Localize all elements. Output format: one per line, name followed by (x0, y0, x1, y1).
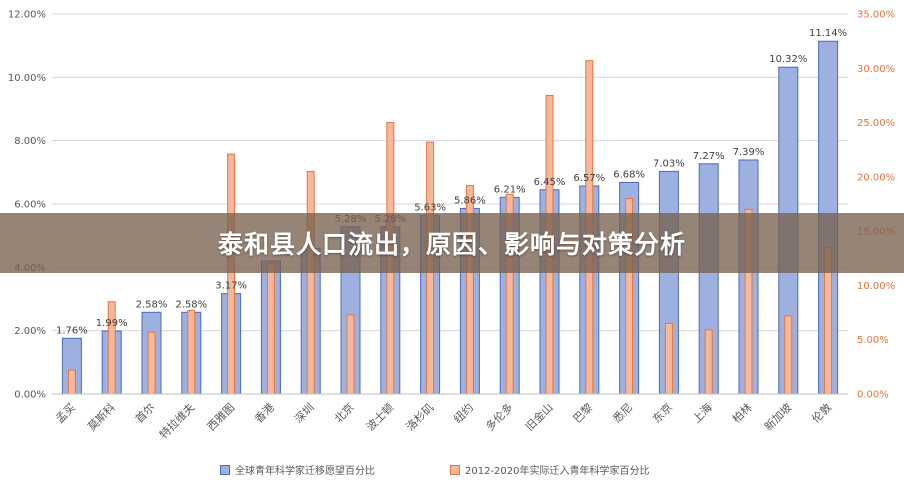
title-banner: 泰和县人口流出，原因、影响与对策分析 (0, 213, 904, 273)
bar-actual (107, 301, 116, 395)
category-label: 悉尼 (610, 401, 635, 426)
data-label: 6.57% (573, 173, 605, 184)
category-label: 香港 (252, 401, 277, 426)
category-label: 莫斯科 (85, 400, 118, 433)
y-left-tick-label: 12.00% (8, 10, 46, 21)
legend-item-desire: 全球青年科学家迁移愿望百分比 (220, 462, 375, 477)
category-label: 巴黎 (570, 400, 595, 425)
category-label: 旧金山 (522, 400, 555, 433)
legend-label-actual: 2012-2020年实际迁入青年科学家百分比 (465, 466, 650, 477)
y-left-tick-label: 8.00% (14, 136, 46, 147)
legend-item-actual: 2012-2020年实际迁入青年科学家百分比 (450, 462, 650, 477)
category-label: 西雅图 (204, 400, 237, 433)
data-label: 5.86% (454, 195, 486, 206)
banner-title: 泰和县人口流出，原因、影响与对策分析 (217, 230, 686, 259)
category-label: 新加坡 (761, 400, 794, 433)
data-label: 7.27% (693, 151, 725, 162)
y-right-tick-label: 10.00% (857, 281, 895, 292)
bar-actual (664, 322, 673, 395)
bar-actual (704, 329, 713, 395)
y-left-tick-label: 6.00% (14, 200, 46, 211)
legend-swatch-blue (220, 464, 230, 475)
data-label: 6.21% (494, 184, 526, 195)
category-label: 首尔 (132, 400, 157, 425)
y-right-tick-label: 5.00% (857, 335, 889, 346)
legend-swatch-orange (450, 464, 460, 475)
category-label: 特拉维夫 (156, 400, 197, 441)
category-label: 波士顿 (363, 400, 396, 433)
category-label: 纽约 (451, 400, 476, 425)
category-label: 柏林 (729, 400, 754, 425)
category-label: 多伦多 (483, 400, 516, 433)
y-right-tick-label: 0.00% (857, 390, 889, 401)
data-label: 7.03% (653, 158, 685, 169)
category-label: 上海 (689, 400, 714, 425)
data-label: 2.58% (136, 299, 168, 310)
legend-label-desire: 全球青年科学家迁移愿望百分比 (235, 466, 375, 477)
data-label: 6.68% (613, 169, 645, 180)
bar-actual (266, 263, 275, 395)
category-label: 北京 (331, 400, 356, 425)
bar-actual (67, 369, 76, 395)
y-right-tick-label: 25.00% (857, 118, 895, 129)
y-left-tick-label: 2.00% (14, 326, 46, 337)
data-label: 5.63% (414, 203, 446, 214)
category-label: 伦敦 (809, 400, 834, 425)
data-label: 1.99% (96, 318, 128, 329)
bar-actual (346, 314, 355, 395)
data-label: 3.17% (215, 281, 247, 292)
bar-actual (784, 315, 793, 395)
data-label: 7.39% (733, 147, 765, 158)
bar-actual (187, 309, 196, 395)
data-label: 2.58% (175, 299, 207, 310)
y-left-tick-label: 0.00% (14, 390, 46, 401)
bar-actual (306, 170, 315, 395)
data-label: 1.76% (56, 325, 88, 336)
bar-actual (227, 153, 236, 395)
category-label: 孟买 (53, 401, 78, 426)
data-label: 6.45% (534, 177, 566, 188)
y-right-tick-label: 35.00% (857, 10, 895, 21)
category-label: 深圳 (292, 401, 317, 426)
category-label: 东京 (650, 400, 675, 425)
data-label: 11.14% (809, 28, 847, 39)
data-label: 10.32% (769, 54, 807, 65)
y-right-tick-label: 20.00% (857, 172, 895, 183)
y-right-tick-label: 30.00% (857, 64, 895, 75)
bar-actual (147, 331, 156, 395)
category-label: 洛杉矶 (403, 400, 436, 433)
y-left-tick-label: 10.00% (8, 73, 46, 84)
